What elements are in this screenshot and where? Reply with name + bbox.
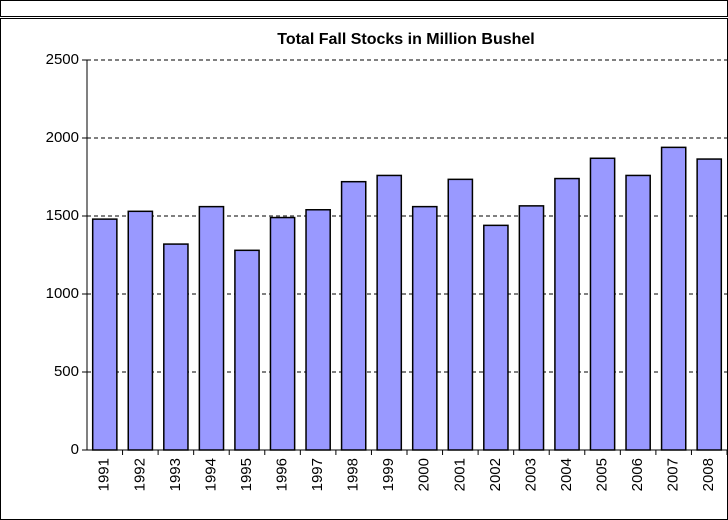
bar [411, 205, 438, 451]
x-tick-label: 1995 [238, 458, 255, 491]
x-tick-label: 2008 [700, 458, 717, 491]
x-tick-label: 1997 [309, 458, 326, 491]
bar [269, 216, 296, 451]
x-tick-label: 2007 [665, 458, 682, 491]
x-tick-label: 2004 [558, 458, 575, 491]
bar [447, 178, 474, 451]
x-tick-label: 2002 [487, 458, 504, 491]
x-tick-label: 1999 [380, 458, 397, 491]
bar [660, 146, 687, 451]
x-tick-label: 1998 [345, 458, 362, 491]
x-tick-label: 2006 [629, 458, 646, 491]
x-tick-label: 2003 [522, 458, 539, 491]
x-tick-label: 2001 [451, 458, 468, 491]
bar [163, 243, 189, 451]
bar [234, 249, 260, 451]
chart-title: Total Fall Stocks in Million Bushel [277, 31, 535, 48]
bar [625, 174, 651, 451]
top-frame [0, 0, 728, 17]
y-tick-label: 1000 [46, 285, 79, 302]
bar [554, 177, 580, 451]
x-tick-label: 1994 [202, 458, 219, 491]
x-tick-label: 1992 [131, 458, 148, 491]
bar [518, 205, 545, 451]
y-tick-label: 500 [54, 363, 79, 380]
bar [127, 210, 154, 451]
y-tick-label: 0 [71, 441, 79, 458]
bar [589, 157, 616, 451]
bar [198, 205, 225, 451]
x-tick-label: 1993 [167, 458, 184, 491]
y-tick-label: 2000 [46, 129, 79, 146]
y-tick-label: 1500 [46, 207, 79, 224]
bar [483, 224, 509, 451]
x-tick-label: 1991 [96, 458, 113, 491]
bar [91, 218, 118, 451]
y-tick-label: 2500 [46, 51, 79, 68]
bar [696, 158, 723, 451]
x-tick-label: 1996 [274, 458, 291, 491]
bar [376, 174, 403, 451]
bar [305, 209, 331, 451]
bar [340, 180, 367, 451]
x-tick-label: 2005 [594, 458, 611, 491]
x-tick-label: 2000 [416, 458, 433, 491]
